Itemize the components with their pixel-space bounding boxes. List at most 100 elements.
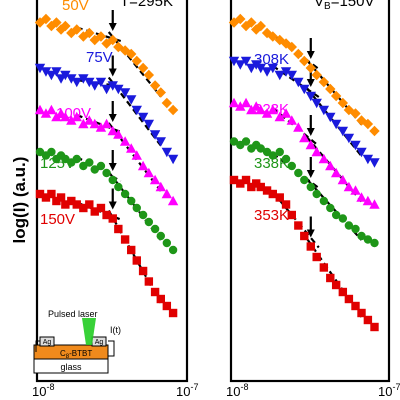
right-point-1-3 [246,63,257,74]
left-arrow-head-1 [108,68,117,77]
right-point-4-7 [268,189,278,199]
right-x-tick-0: 10-8 [226,382,248,399]
right-point-1-22 [362,154,374,165]
right-point-2-0 [228,97,240,108]
left-point-0-20 [149,80,161,91]
right-point-3-7 [268,151,278,160]
right-x-tick-1: 10-7 [378,382,400,399]
right-point-1-18 [337,126,349,137]
left-point-0-17 [131,55,142,67]
left-point-4-20 [150,287,160,297]
right-series-labels: 308K 323K 338K 353K [254,51,289,224]
left-point-4-3 [52,196,61,206]
left-arrow-head-2 [108,114,117,122]
right-point-4-3 [247,182,256,192]
right-point-2-16 [325,160,336,171]
right-point-4-5 [256,182,265,192]
right-point-2-2 [240,97,252,108]
inset-glass-label: glass [60,362,82,372]
left-point-3-12 [102,168,111,178]
left-point-1-23 [167,154,179,165]
right-arrow-head-3 [306,170,315,178]
left-point-3-9 [85,158,94,167]
right-point-0-3 [246,17,257,28]
left-point-2-17 [131,150,142,160]
device-schematic-inset: Ag Ag C8-BTBT glass Pulsed laser I(t) [33,309,121,374]
right-point-0-5 [255,20,266,32]
inset-circuit-left [35,340,40,352]
left-point-0-5 [60,20,71,32]
right-point-3-11 [294,168,303,178]
left-point-3-16 [127,196,136,206]
left-point-0-21 [155,87,166,98]
left-plot-frame [35,0,189,383]
right-point-4-4 [252,179,261,188]
left-arrow-head-3 [108,163,117,171]
right-series-label-1: 308K [254,51,289,68]
left-point-4-14 [114,224,123,234]
left-point-2-22 [161,188,173,199]
right-point-1-16 [325,112,336,123]
right-point-2-6 [261,108,273,118]
right-arrow-head-0 [306,51,315,59]
left-point-4-11 [96,203,106,213]
left-point-1-3 [51,67,62,77]
right-point-4-14 [312,252,321,262]
right-point-4-12 [300,231,309,241]
left-point-3-18 [138,210,148,220]
left-point-3-17 [132,203,141,213]
inset-laser-beam [82,318,96,345]
right-point-1-13 [305,91,316,102]
right-point-4-18 [338,287,348,297]
right-point-2-22 [362,195,374,206]
right-point-0-2 [240,20,252,32]
right-point-3-17 [331,210,341,220]
right-point-4-20 [351,301,360,311]
right-point-1-2 [240,56,252,67]
left-point-4-12 [102,210,111,220]
left-point-4-15 [120,235,130,244]
left-point-1-16 [126,95,137,105]
right-point-1-5 [255,63,266,74]
right-point-0-20 [350,108,361,119]
right-point-3-21 [357,231,366,241]
right-point-2-13 [305,139,316,150]
left-point-2-11 [95,122,107,132]
right-point-3-22 [363,235,373,244]
right-point-0-14 [311,69,322,81]
left-point-0-9 [84,27,95,39]
left-point-1-14 [113,84,124,95]
right-point-4-17 [331,280,341,290]
right-point-2-5 [255,104,266,115]
right-point-1-11 [293,77,304,88]
left-point-0-15 [119,45,131,56]
left-point-1-8 [78,74,89,84]
left-point-4-7 [72,200,81,209]
left-series-label-4: 150V [40,211,75,228]
right-point-4-19 [344,294,354,304]
right-point-4-21 [357,308,366,318]
left-point-2-10 [89,118,100,129]
right-point-1-23 [369,158,380,168]
left-point-1-0 [34,63,46,74]
left-point-3-13 [108,175,117,185]
left-point-1-15 [119,88,131,98]
left-point-2-18 [137,160,149,171]
right-point-2-7 [267,104,279,115]
right-point-1-21 [356,147,367,158]
left-point-0-7 [71,24,82,35]
right-point-3-18 [338,214,348,223]
left-point-1-12 [101,84,112,95]
left-point-0-18 [137,62,149,74]
left-point-1-20 [149,130,161,140]
right-point-4-8 [275,193,284,202]
right-point-2-11 [293,122,304,132]
left-point-4-9 [85,200,94,209]
x-tick-labels: 10-8 10-7 10-8 10-7 [32,382,400,399]
left-point-1-1 [40,67,52,77]
left-point-2-15 [119,136,131,146]
left-point-2-0 [34,104,46,115]
right-point-1-0 [228,56,240,67]
left-point-2-3 [51,111,62,122]
left-point-0-11 [95,31,107,42]
